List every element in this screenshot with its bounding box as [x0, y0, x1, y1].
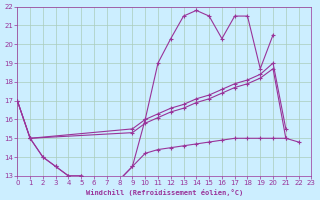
X-axis label: Windchill (Refroidissement éolien,°C): Windchill (Refroidissement éolien,°C): [86, 189, 243, 196]
